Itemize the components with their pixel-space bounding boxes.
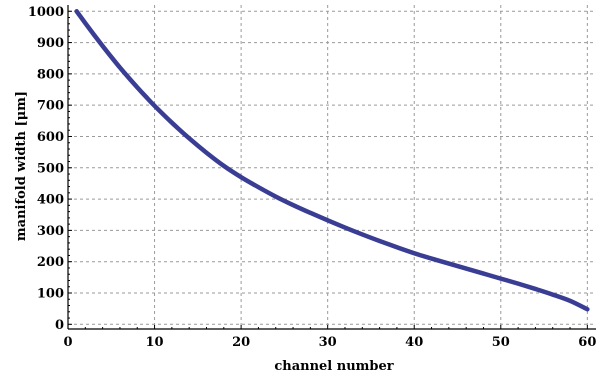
x-tick-label: 50 (492, 335, 510, 350)
axes (67, 5, 596, 330)
x-tick-label: 30 (319, 335, 337, 350)
y-tick-label: 0 (55, 318, 64, 333)
y-tick-label: 500 (37, 161, 64, 176)
x-tick-labels: 0 10 20 30 40 50 60 (63, 335, 596, 350)
y-tick-label: 100 (37, 287, 64, 302)
y-tick-label: 900 (37, 36, 64, 51)
y-tick-label: 200 (37, 255, 64, 270)
y-tick-labels: 0 100 200 300 400 500 600 700 800 900 1000 (28, 5, 64, 333)
grid (68, 5, 596, 329)
data-series (74, 9, 590, 312)
y-axis-label: manifold width [μm] (14, 91, 29, 241)
x-tick-label: 40 (405, 335, 423, 350)
x-tick-label: 0 (63, 335, 72, 350)
series-line (74, 9, 590, 312)
x-tick-label: 20 (232, 335, 250, 350)
x-tick-label: 10 (146, 335, 164, 350)
x-axis-label: channel number (274, 359, 393, 374)
y-tick-label: 300 (37, 224, 64, 239)
y-tick-label: 400 (37, 193, 64, 208)
x-tick-label: 60 (578, 335, 596, 350)
y-tick-label: 700 (37, 99, 64, 114)
y-tick-label: 800 (37, 67, 64, 82)
y-tick-label: 600 (37, 130, 64, 145)
y-tick-label: 1000 (28, 5, 64, 20)
